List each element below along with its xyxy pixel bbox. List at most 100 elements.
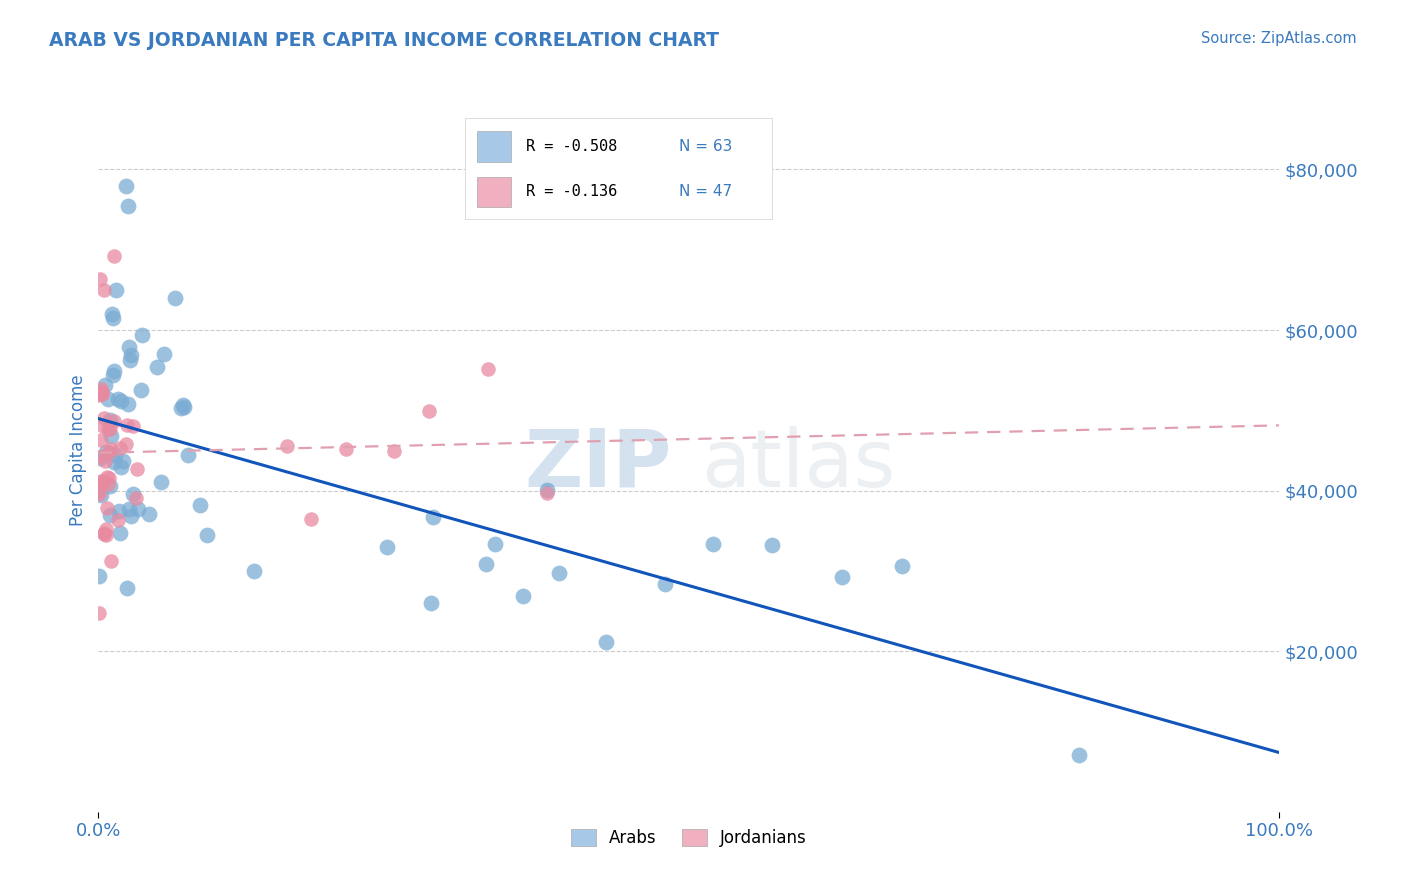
- Point: [87, 484, 110, 499]
- Point: [335, 442, 357, 456]
- Point: [93, 283, 115, 297]
- Point: [131, 328, 153, 343]
- Point: [122, 419, 145, 434]
- Point: [702, 537, 724, 551]
- Point: [100, 442, 122, 456]
- Point: [117, 397, 139, 411]
- Point: [114, 178, 136, 193]
- Point: [87, 607, 110, 621]
- Point: [103, 454, 125, 468]
- Point: [94, 522, 117, 536]
- Point: [146, 360, 169, 375]
- Point: [107, 513, 129, 527]
- Point: [101, 310, 124, 325]
- Point: [101, 368, 124, 383]
- Point: [93, 476, 115, 491]
- Text: atlas: atlas: [700, 425, 896, 504]
- Point: [89, 271, 111, 285]
- Point: [94, 454, 117, 468]
- Point: [153, 347, 176, 361]
- Point: [536, 483, 558, 497]
- Point: [165, 291, 187, 305]
- Point: [420, 596, 443, 610]
- Point: [96, 500, 118, 515]
- Point: [96, 469, 118, 483]
- Point: [375, 540, 398, 554]
- Point: [89, 569, 111, 583]
- Point: [299, 512, 322, 526]
- Text: ZIP: ZIP: [524, 425, 671, 504]
- Point: [98, 471, 121, 485]
- Point: [97, 477, 120, 491]
- Point: [110, 459, 132, 474]
- Point: [97, 422, 120, 436]
- Point: [177, 449, 200, 463]
- Point: [110, 394, 132, 409]
- Point: [114, 437, 136, 451]
- Point: [125, 491, 148, 506]
- Point: [595, 634, 617, 648]
- Point: [484, 537, 506, 551]
- Point: [276, 439, 298, 453]
- Point: [120, 509, 142, 524]
- Point: [172, 398, 194, 412]
- Point: [90, 387, 112, 401]
- Point: [115, 581, 138, 595]
- Point: [120, 348, 142, 362]
- Point: [103, 249, 125, 263]
- Point: [1067, 747, 1090, 762]
- Point: [105, 283, 128, 297]
- Point: [129, 383, 152, 397]
- Point: [761, 538, 783, 552]
- Point: [104, 448, 127, 462]
- Point: [98, 479, 121, 493]
- Point: [107, 392, 129, 407]
- Point: [138, 507, 160, 521]
- Point: [107, 504, 129, 518]
- Point: [547, 566, 569, 580]
- Point: [127, 502, 149, 516]
- Point: [90, 488, 112, 502]
- Point: [91, 387, 114, 401]
- Point: [90, 382, 112, 396]
- Point: [98, 508, 121, 522]
- Point: [108, 526, 131, 541]
- Point: [831, 570, 853, 584]
- Point: [98, 444, 121, 458]
- Point: [94, 378, 117, 392]
- Text: ARAB VS JORDANIAN PER CAPITA INCOME CORRELATION CHART: ARAB VS JORDANIAN PER CAPITA INCOME CORR…: [49, 31, 720, 50]
- Y-axis label: Per Capita Income: Per Capita Income: [69, 375, 87, 526]
- Legend: Arabs, Jordanians: Arabs, Jordanians: [564, 822, 814, 854]
- Point: [90, 384, 112, 399]
- Point: [90, 434, 112, 448]
- Point: [654, 576, 676, 591]
- Point: [93, 410, 115, 425]
- Point: [150, 475, 173, 489]
- Point: [195, 528, 218, 542]
- Point: [170, 401, 193, 416]
- Point: [512, 589, 534, 603]
- Point: [118, 353, 141, 368]
- Point: [115, 418, 138, 433]
- Point: [103, 414, 125, 428]
- Point: [118, 340, 141, 354]
- Point: [103, 364, 125, 378]
- Point: [108, 441, 131, 455]
- Point: [97, 392, 120, 407]
- Point: [101, 307, 124, 321]
- Point: [93, 527, 115, 541]
- Point: [96, 445, 118, 459]
- Point: [117, 199, 139, 213]
- Point: [90, 450, 112, 464]
- Point: [93, 525, 115, 540]
- Point: [382, 444, 405, 458]
- Point: [94, 528, 117, 542]
- Point: [125, 461, 148, 475]
- Point: [536, 486, 558, 500]
- Point: [87, 487, 110, 501]
- Text: Source: ZipAtlas.com: Source: ZipAtlas.com: [1201, 31, 1357, 46]
- Point: [422, 510, 444, 524]
- Point: [477, 362, 499, 376]
- Point: [98, 422, 121, 436]
- Point: [418, 404, 440, 418]
